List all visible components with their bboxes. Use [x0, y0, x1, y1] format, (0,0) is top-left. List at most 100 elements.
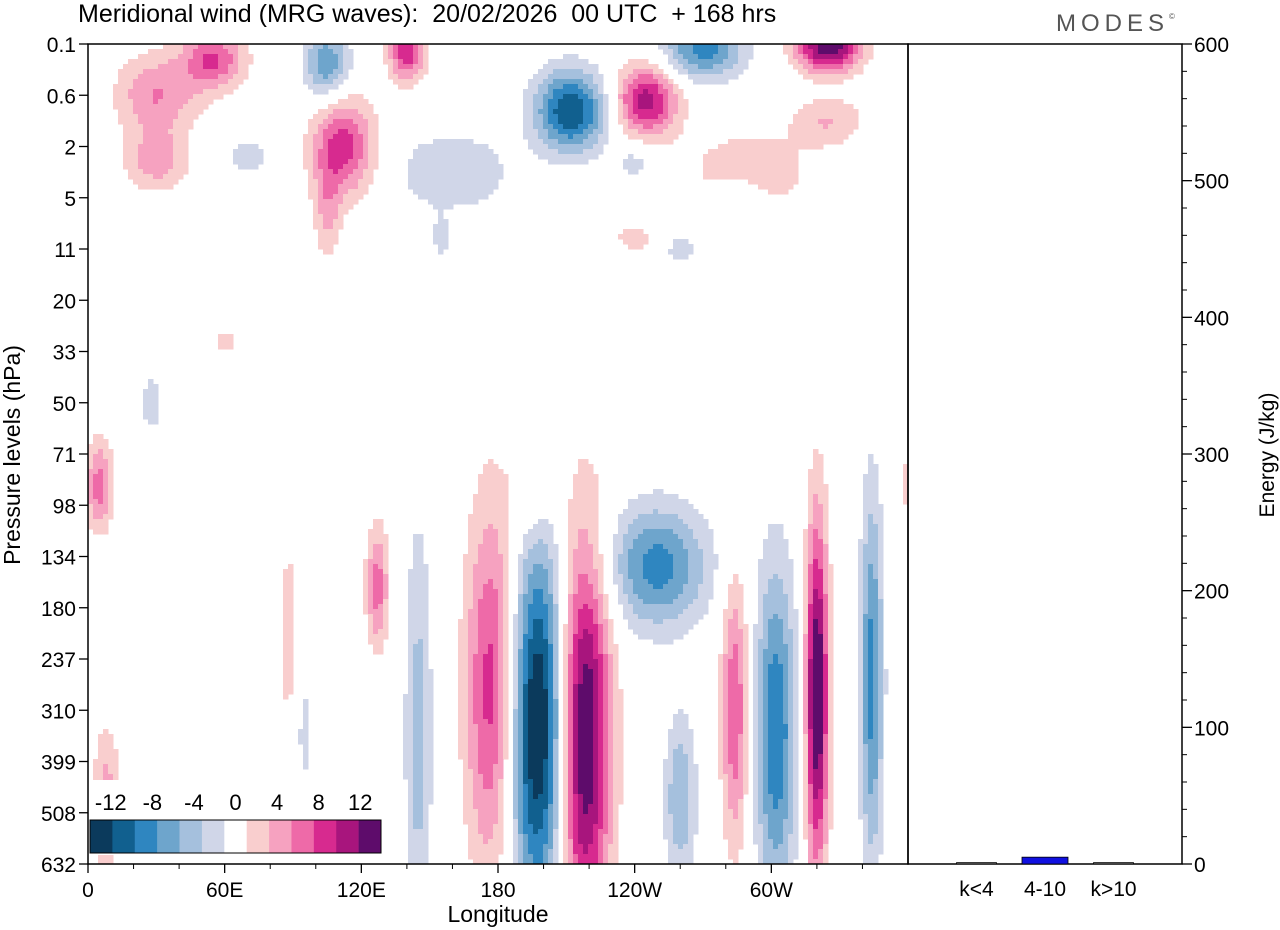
heatmap-cell — [693, 599, 699, 605]
heatmap-cell — [383, 44, 389, 50]
heatmap-cell — [513, 614, 519, 620]
heatmap-cell — [583, 484, 589, 490]
heatmap-cell — [228, 89, 234, 95]
heatmap-cell — [493, 564, 499, 570]
heatmap-cell — [848, 64, 854, 70]
heatmap-cell — [303, 134, 309, 140]
heatmap-cell — [473, 509, 479, 515]
heatmap-cell — [543, 624, 549, 630]
heatmap-cell — [823, 629, 829, 635]
heatmap-cell — [478, 594, 484, 600]
heatmap-cell — [653, 569, 659, 575]
heatmap-cell — [138, 89, 144, 95]
heatmap-cell — [733, 574, 739, 580]
heatmap-cell — [593, 534, 599, 540]
heatmap-cell — [93, 479, 99, 485]
heatmap-cell — [308, 79, 314, 85]
heatmap-cell — [823, 619, 829, 625]
heatmap-cell — [518, 559, 524, 565]
heatmap-cell — [328, 204, 334, 210]
heatmap-cell — [763, 589, 769, 595]
heatmap-cell — [588, 629, 594, 635]
heatmap-cell — [648, 524, 654, 530]
heatmap-cell — [763, 584, 769, 590]
heatmap-cell — [153, 389, 159, 395]
heatmap-cell — [663, 74, 669, 80]
heatmap-cell — [473, 524, 479, 530]
heatmap-cell — [738, 159, 744, 165]
heatmap-cell — [788, 624, 794, 630]
heatmap-cell — [563, 679, 569, 685]
heatmap-cell — [838, 74, 844, 80]
heatmap-cell — [223, 344, 229, 350]
heatmap-cell — [583, 469, 589, 475]
heatmap-cell — [478, 689, 484, 695]
heatmap-cell — [483, 464, 489, 470]
heatmap-cell — [658, 119, 664, 125]
heatmap-cell — [668, 594, 674, 600]
heatmap-cell — [98, 509, 104, 515]
heatmap-cell — [538, 94, 544, 100]
heatmap-cell — [413, 679, 419, 685]
heatmap-cell — [763, 559, 769, 565]
heatmap-cell — [873, 579, 879, 585]
heatmap-cell — [138, 114, 144, 120]
heatmap-cell — [553, 579, 559, 585]
heatmap-cell — [318, 199, 324, 205]
heatmap-cell — [463, 194, 469, 200]
heatmap-cell — [823, 54, 829, 60]
heatmap-cell — [458, 184, 464, 190]
heatmap-cell — [568, 589, 574, 595]
heatmap-cell — [428, 669, 434, 675]
heatmap-cell — [503, 624, 509, 630]
heatmap-cell — [863, 669, 869, 675]
heatmap-cell — [578, 579, 584, 585]
heatmap-cell — [668, 79, 674, 85]
heatmap-cell — [118, 74, 124, 80]
heatmap-cell — [803, 609, 809, 615]
heatmap-cell — [233, 84, 239, 90]
heatmap-cell — [233, 149, 239, 155]
heatmap-cell — [743, 49, 749, 55]
heatmap-cell — [163, 109, 169, 115]
heatmap-cell — [568, 149, 574, 155]
heatmap-cell — [128, 114, 134, 120]
heatmap-cell — [793, 129, 799, 135]
heatmap-cell — [363, 99, 369, 105]
heatmap-cell — [808, 584, 814, 590]
heatmap-cell — [143, 399, 149, 405]
heatmap-cell — [358, 189, 364, 195]
heatmap-cell — [388, 44, 394, 50]
heatmap-cell — [418, 54, 424, 60]
heatmap-cell — [408, 674, 414, 680]
heatmap-cell — [858, 624, 864, 630]
heatmap-cell — [163, 99, 169, 105]
heatmap-cell — [158, 119, 164, 125]
heatmap-cell — [583, 524, 589, 530]
heatmap-cell — [623, 564, 629, 570]
heatmap-cell — [648, 504, 654, 510]
heatmap-cell — [793, 634, 799, 640]
heatmap-cell — [408, 59, 414, 65]
heatmap-cell — [528, 104, 534, 110]
heatmap-cell — [113, 104, 119, 110]
heatmap-cell — [663, 129, 669, 135]
heatmap-cell — [168, 149, 174, 155]
heatmap-cell — [578, 469, 584, 475]
heatmap-cell — [728, 639, 734, 645]
heatmap-cell — [408, 679, 414, 685]
heatmap-cell — [133, 94, 139, 100]
heatmap-cell — [593, 639, 599, 645]
heatmap-cell — [718, 669, 724, 675]
heatmap-cell — [728, 604, 734, 610]
heatmap-cell — [288, 594, 294, 600]
heatmap-cell — [523, 669, 529, 675]
heatmap-cell — [593, 669, 599, 675]
heatmap-cell — [538, 579, 544, 585]
heatmap-cell — [873, 599, 879, 605]
heatmap-cell — [703, 64, 709, 70]
heatmap-cell — [643, 584, 649, 590]
heatmap-cell — [178, 119, 184, 125]
heatmap-cell — [193, 69, 199, 75]
heatmap-cell — [798, 54, 804, 60]
